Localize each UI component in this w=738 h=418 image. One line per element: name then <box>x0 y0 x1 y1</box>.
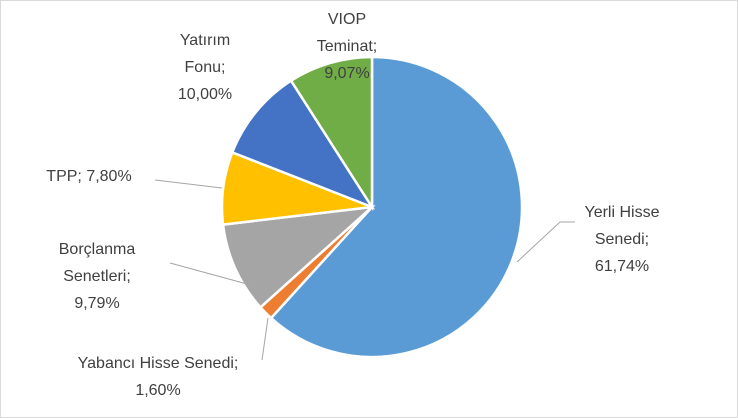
category-label: TPP; <box>46 168 82 185</box>
category-label: Borçlanma Senetleri; <box>58 241 136 285</box>
value-label: 1,60% <box>135 382 181 399</box>
value-label: 10,00% <box>177 86 233 103</box>
leader-line <box>154 179 223 189</box>
value-label: 61,74% <box>594 258 650 275</box>
category-label: Yabancı Hisse Senedi; <box>77 355 239 372</box>
pie-slice <box>230 78 376 210</box>
category-label: VIOP Teminat; <box>316 11 378 55</box>
leader-line <box>516 221 575 263</box>
data-label: Yabancı Hisse Senedi; 1,60% <box>38 350 278 404</box>
leader-line <box>169 262 259 288</box>
data-label: Yatırım Fonu; 10,00% <box>165 27 245 108</box>
data-label: Yerli Hisse Senedi; 61,74% <box>567 199 677 280</box>
data-label: VIOP Teminat; 9,07% <box>302 6 392 87</box>
value-label: 7,80% <box>86 168 132 185</box>
value-label: 9,07% <box>324 65 370 82</box>
pie-slice <box>221 205 376 310</box>
leader-line <box>261 317 269 361</box>
data-label: Borçlanma Senetleri; 9,79% <box>42 236 152 317</box>
value-label: 9,79% <box>74 295 120 312</box>
category-label: Yatırım Fonu; <box>179 32 231 76</box>
data-label: TPP; 7,80% <box>9 163 169 190</box>
pie-slice <box>269 55 524 359</box>
category-label: Yerli Hisse Senedi; <box>584 204 660 248</box>
pie-slice <box>289 55 374 212</box>
